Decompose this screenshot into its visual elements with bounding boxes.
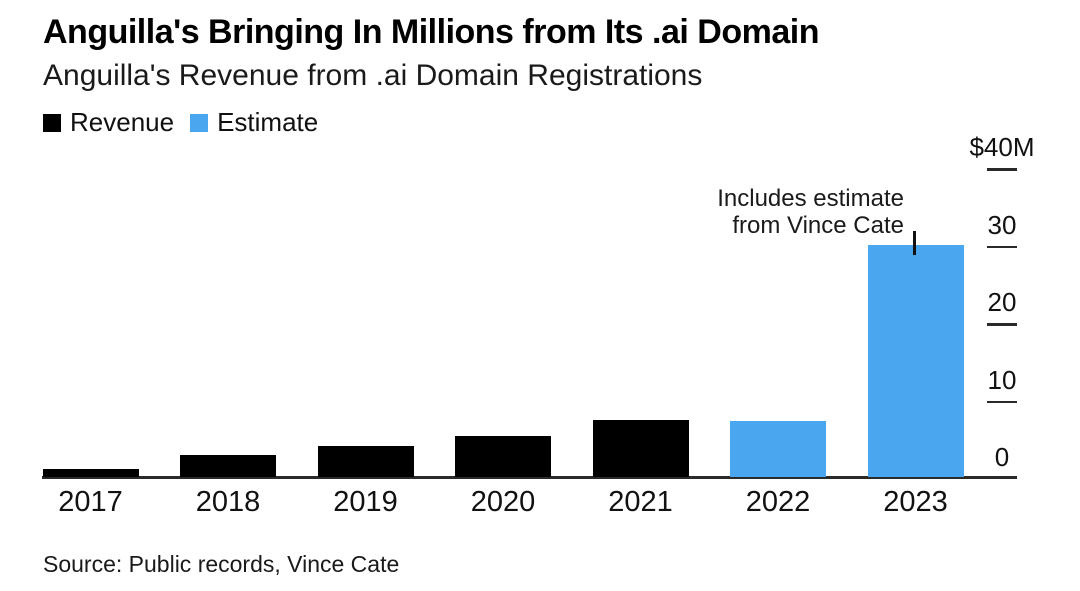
y-axis-label-20: 20 bbox=[987, 287, 1017, 317]
x-axis-label-2017: 2017 bbox=[58, 486, 123, 518]
legend-item-estimate: Estimate bbox=[190, 107, 318, 138]
chart-subtitle: Anguilla's Revenue from .ai Domain Regis… bbox=[43, 59, 703, 92]
x-axis-label-2018: 2018 bbox=[195, 486, 261, 518]
y-axis-tick-10 bbox=[987, 400, 1017, 403]
annotation-line-1: Includes estimate bbox=[717, 185, 904, 212]
source-note: Source: Public records, Vince Cate bbox=[43, 551, 400, 577]
annotation-pointer-line bbox=[913, 231, 916, 255]
y-axis-label-30: 30 bbox=[987, 209, 1017, 240]
bar-2019 bbox=[317, 446, 414, 477]
x-axis-label-2020: 2020 bbox=[470, 486, 536, 518]
bar-2018 bbox=[180, 454, 276, 477]
y-axis-label-10: 10 bbox=[987, 364, 1017, 395]
bar-2020 bbox=[455, 435, 551, 477]
bar-2017 bbox=[42, 469, 139, 477]
legend: Revenue Estimate bbox=[43, 107, 318, 138]
x-axis-label-2021: 2021 bbox=[608, 486, 673, 518]
y-axis-label-0: 0 bbox=[994, 442, 1010, 472]
revenue-swatch-icon bbox=[43, 113, 61, 132]
legend-item-revenue: Revenue bbox=[43, 107, 174, 138]
bar-2022 bbox=[730, 421, 826, 477]
estimate-swatch-icon bbox=[190, 113, 209, 132]
x-axis-label-2022: 2022 bbox=[745, 486, 811, 518]
y-axis-label-40: $40M bbox=[969, 132, 1035, 162]
annotation-text: Includes estimate from Vince Cate bbox=[717, 185, 904, 239]
legend-label-estimate: Estimate bbox=[217, 107, 319, 137]
y-axis-tick-40 bbox=[987, 168, 1017, 171]
bar-2021 bbox=[592, 419, 689, 477]
legend-label-revenue: Revenue bbox=[70, 107, 175, 137]
x-axis-line bbox=[42, 476, 1017, 479]
bar-2023 bbox=[867, 244, 964, 477]
y-axis-tick-30 bbox=[987, 245, 1017, 248]
chart-title: Anguilla's Bringing In Millions from Its… bbox=[43, 13, 819, 51]
y-axis-tick-20 bbox=[987, 323, 1017, 326]
x-axis-label-2019: 2019 bbox=[333, 486, 398, 518]
annotation-line-2: from Vince Cate bbox=[732, 212, 904, 239]
x-axis-label-2023: 2023 bbox=[883, 486, 948, 518]
